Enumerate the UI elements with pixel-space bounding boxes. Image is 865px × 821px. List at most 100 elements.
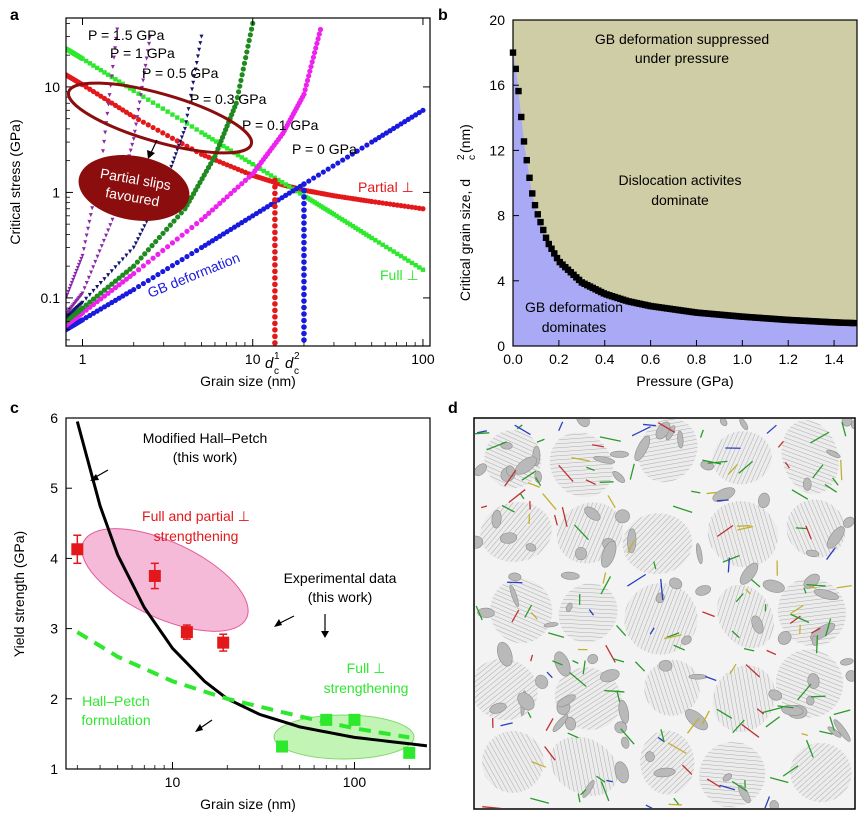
svg-text:2: 2: [294, 351, 300, 362]
point: [373, 238, 378, 243]
point: [192, 74, 197, 79]
point: [165, 244, 171, 250]
point: [134, 259, 141, 265]
point: [315, 36, 321, 42]
grain-boundary: [684, 709, 708, 731]
point: [115, 27, 120, 32]
chart-a: 1 10 100 0.1 1 10 Grain size (nm) Critical st…: [7, 17, 435, 389]
point: [131, 114, 137, 120]
grain-boundary: [843, 516, 854, 528]
point: [131, 263, 137, 269]
point: [307, 68, 313, 74]
dislocation: [585, 479, 596, 486]
point: [140, 263, 147, 269]
svg-text:2: 2: [456, 154, 467, 160]
grain: [622, 513, 693, 575]
svg-text:1: 1: [274, 351, 280, 362]
label-b-bot-1: GB deformation: [525, 299, 623, 315]
experimental-point: [403, 746, 416, 759]
grain-boundary: [826, 526, 845, 549]
point: [102, 139, 107, 144]
grain-boundary: [475, 535, 484, 549]
point: [309, 59, 315, 65]
marker-dot: [301, 226, 307, 233]
point: [79, 256, 84, 261]
point: [111, 55, 116, 60]
point: [398, 253, 404, 259]
marker-dot: [272, 190, 278, 197]
dislocation: [756, 708, 765, 715]
grain-boundary: [806, 695, 815, 706]
point: [98, 67, 103, 73]
grain-boundary: [535, 674, 549, 689]
point: [84, 233, 89, 238]
label-hp-1: Hall–Petch: [82, 693, 150, 709]
grain: [549, 432, 614, 498]
point: [112, 278, 119, 284]
dislocation: [508, 489, 526, 503]
dislocation: [782, 765, 799, 777]
point: [82, 286, 87, 291]
point: [116, 275, 122, 281]
point: [246, 159, 252, 165]
dislocation: [681, 764, 693, 775]
point: [193, 67, 198, 72]
grain-boundary: [600, 669, 620, 683]
grain-boundary: [609, 450, 629, 458]
point: [128, 249, 133, 254]
dislocation: [741, 723, 760, 738]
dislocation: [784, 461, 790, 469]
grain-boundary: [584, 506, 601, 521]
point: [246, 37, 252, 44]
grain-boundary: [739, 419, 749, 431]
dislocation: [514, 424, 531, 436]
point: [178, 210, 184, 216]
boundary-point: [851, 319, 858, 327]
ytick-label: 4: [50, 550, 58, 566]
point: [199, 130, 204, 135]
point: [279, 180, 285, 185]
dislocation: [719, 784, 736, 791]
point: [209, 207, 216, 213]
dislocation: [486, 441, 507, 451]
point: [73, 271, 78, 276]
dislocation: [824, 483, 838, 493]
point: [170, 160, 175, 165]
point: [97, 249, 102, 254]
point: [106, 228, 111, 233]
marker-dot: [301, 285, 307, 291]
dislocation: [673, 644, 685, 651]
panel-label-d: d: [448, 400, 458, 417]
point: [75, 265, 80, 270]
grain-boundary: [841, 419, 853, 427]
grain: [698, 741, 766, 808]
dislocation: [475, 605, 483, 621]
point: [179, 232, 185, 238]
grain-boundary: [565, 716, 576, 731]
marker-dot: [272, 223, 278, 229]
point: [213, 204, 219, 210]
grain: [644, 659, 700, 716]
point: [124, 253, 129, 258]
point: [171, 218, 177, 224]
point: [72, 274, 77, 279]
point: [142, 71, 147, 76]
point: [175, 148, 180, 153]
point: [344, 154, 351, 160]
grain-boundary: [500, 441, 513, 450]
dislocation: [643, 423, 656, 427]
dislocation: [634, 661, 646, 672]
marker-dot: [301, 207, 307, 213]
critical-size-marker-2: [301, 181, 307, 343]
marker-dot: [301, 233, 307, 239]
dislocation: [761, 706, 783, 714]
dislocation: [716, 499, 729, 502]
marker-dot: [272, 242, 278, 249]
dislocation: [832, 477, 839, 486]
hall-petch-curve: [76, 630, 410, 740]
point: [402, 256, 407, 261]
point: [169, 135, 176, 141]
dislocation: [600, 576, 612, 595]
dislocation: [561, 506, 568, 527]
dislocation: [750, 578, 761, 588]
